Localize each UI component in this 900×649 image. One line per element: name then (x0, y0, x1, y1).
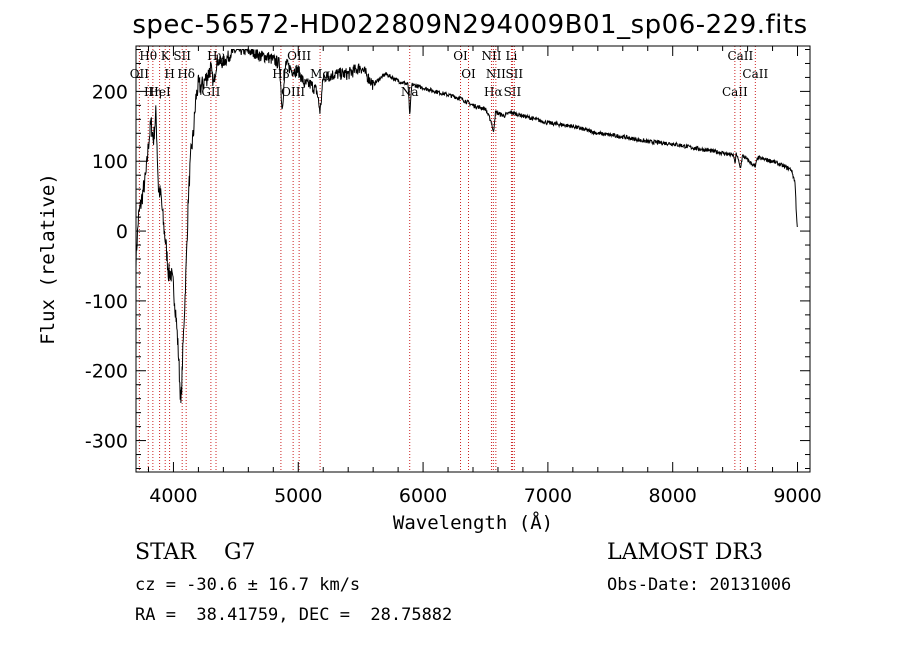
observation-date: Obs-Date: 20131006 (607, 575, 792, 595)
spectral-line-label: SII (173, 49, 191, 63)
y-axis-label: Flux (relative) (37, 173, 59, 345)
spectral-line-label: CaII (727, 49, 753, 63)
spectral-line-label: SII (504, 85, 522, 99)
spectral-line-label: OI (461, 67, 476, 81)
spectral-line-label: CaII (722, 85, 748, 99)
redshift-cz: cz = -30.6 ± 16.7 km/s (135, 575, 361, 595)
plot-frame (135, 45, 811, 473)
x-tick-label: 9000 (773, 485, 821, 507)
spectral-line-label: H (164, 67, 174, 81)
spectral-line-label: Hγ (207, 49, 225, 63)
spectral-line-label: SII (505, 67, 523, 81)
spectral-line-label: Li (506, 49, 518, 63)
spectral-line-label: NII (486, 67, 506, 81)
spectral-line-label: CaII (742, 67, 768, 81)
y-tick-label: 200 (92, 81, 128, 103)
y-tick-label: -300 (85, 431, 128, 453)
spectral-line-label: Hδ (177, 67, 195, 81)
spectral-lines-layer: HθOIIHηKHHeISIIHδGIIHγHβOIIIOIIIMgNaOIOI… (130, 46, 768, 472)
chart-title: spec-56572-HD022809N294009B01_sp06-229.f… (132, 10, 807, 40)
x-tick-label: 4000 (149, 485, 197, 507)
coordinates: RA = 38.41759, DEC = 28.75882 (135, 605, 453, 625)
spectral-line-label: OI (453, 49, 468, 63)
spectral-line-label: OII (130, 67, 150, 81)
y-tick-label: -200 (85, 361, 128, 383)
spectral-line-label: OIII (287, 49, 311, 63)
spectral-line-label: Mg (310, 67, 330, 81)
spectral-line-label: Hα (484, 85, 503, 99)
x-axis-label: Wavelength (Å) (393, 511, 553, 534)
spectral-line-label: OIII (281, 85, 305, 99)
x-tick-label: 7000 (524, 485, 572, 507)
x-tick-label: 5000 (274, 485, 322, 507)
y-tick-label: -100 (85, 291, 128, 313)
spectral-line-label: Na (401, 85, 419, 99)
spectral-line-label: HeI (148, 85, 171, 99)
object-class: STAR G7 (135, 540, 256, 565)
spectral-line-label: NII (481, 49, 501, 63)
spectral-line-label: Hη (144, 85, 162, 99)
survey-name: LAMOST DR3 (607, 540, 763, 565)
y-tick-label: 0 (116, 221, 128, 243)
flux-series-line (135, 47, 798, 404)
spectral-line-label: K (161, 49, 171, 63)
spectral-line-label: Hβ (272, 67, 289, 81)
axis-ticks: 4000 5000 6000 7000 8000 9000 -300 -200 -100 0 100… (85, 46, 822, 507)
spectral-line-label: Hθ (139, 49, 157, 63)
plot-area (135, 47, 798, 404)
x-tick-label: 8000 (649, 485, 697, 507)
x-tick-label: 6000 (399, 485, 447, 507)
y-tick-label: 100 (92, 151, 128, 173)
